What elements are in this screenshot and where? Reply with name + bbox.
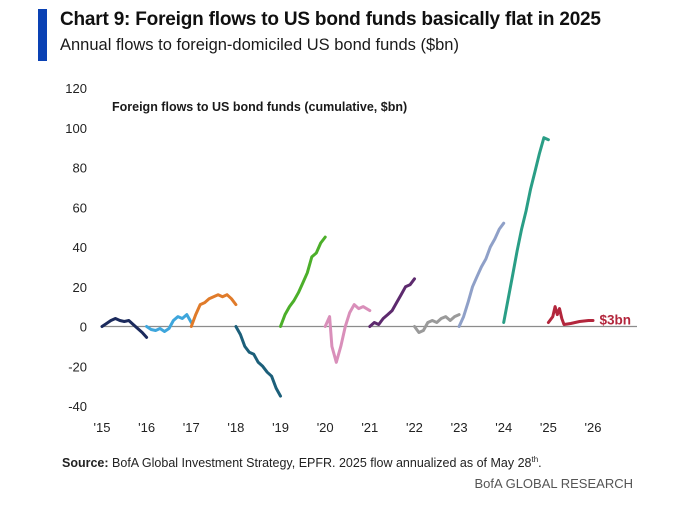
y-tick-label: 0	[80, 320, 87, 335]
x-tick-label: '17	[183, 420, 200, 435]
series-line-2020	[323, 303, 372, 364]
source-superscript: th	[531, 455, 539, 464]
y-tick-label: 80	[73, 161, 87, 176]
y-tick-label: 120	[65, 81, 87, 96]
series-line-2022	[413, 313, 461, 334]
annotation-label: $3bn	[599, 313, 631, 328]
source-end: .	[538, 456, 542, 471]
chart-plot: 120 100 80 60 40 20 0 -20 -40 '15 '16 '17 '18 '19 '20…	[65, 81, 637, 435]
series-line-2023	[457, 221, 506, 328]
source-footnote: Source: BofA Global Investment Strategy,…	[62, 455, 542, 470]
x-tick-label: '19	[272, 420, 289, 435]
series-line-2016	[145, 313, 193, 333]
x-tick-label: '25	[540, 420, 557, 435]
series-line-2025	[546, 305, 595, 326]
x-axis-labels: '15 '16 '17 '18 '19 '20 '21 '22 '23 '24 '25 '26	[94, 420, 602, 435]
x-tick-label: '26	[585, 420, 602, 435]
source-label: Source:	[62, 456, 109, 471]
brand-label: BofA GLOBAL RESEARCH	[474, 476, 633, 491]
x-tick-label: '18	[227, 420, 244, 435]
x-tick-label: '24	[495, 420, 512, 435]
x-tick-label: '23	[451, 420, 468, 435]
series-line-2015	[100, 317, 149, 339]
title-accent-bar	[38, 9, 47, 61]
chart-subtitle: Annual flows to foreign-domiciled US bon…	[60, 36, 459, 54]
x-tick-label: '22	[406, 420, 423, 435]
x-tick-label: '20	[317, 420, 334, 435]
source-text: BofA Global Investment Strategy, EPFR. 2…	[112, 456, 532, 471]
series-line-2018	[234, 325, 282, 398]
y-tick-label: 60	[73, 200, 87, 215]
series-line-2019	[279, 235, 327, 328]
x-tick-label: '21	[361, 420, 378, 435]
y-tick-label: 20	[73, 280, 87, 295]
x-tick-label: '16	[138, 420, 155, 435]
y-tick-label: 100	[65, 121, 87, 136]
y-axis-labels: 120 100 80 60 40 20 0 -20 -40	[65, 81, 87, 414]
series-layer	[100, 136, 595, 398]
y-tick-label: 40	[73, 240, 87, 255]
y-tick-label: -40	[68, 399, 87, 414]
y-tick-label: -20	[68, 359, 87, 374]
inner-chart-title: Foreign flows to US bond funds (cumulati…	[112, 100, 407, 114]
x-tick-label: '15	[94, 420, 111, 435]
series-line-2021	[368, 277, 416, 328]
series-line-2017	[189, 293, 238, 328]
chart-title: Chart 9: Foreign flows to US bond funds …	[60, 9, 601, 30]
series-line-2024	[502, 136, 550, 324]
annotation-layer: $3bn	[599, 313, 631, 328]
